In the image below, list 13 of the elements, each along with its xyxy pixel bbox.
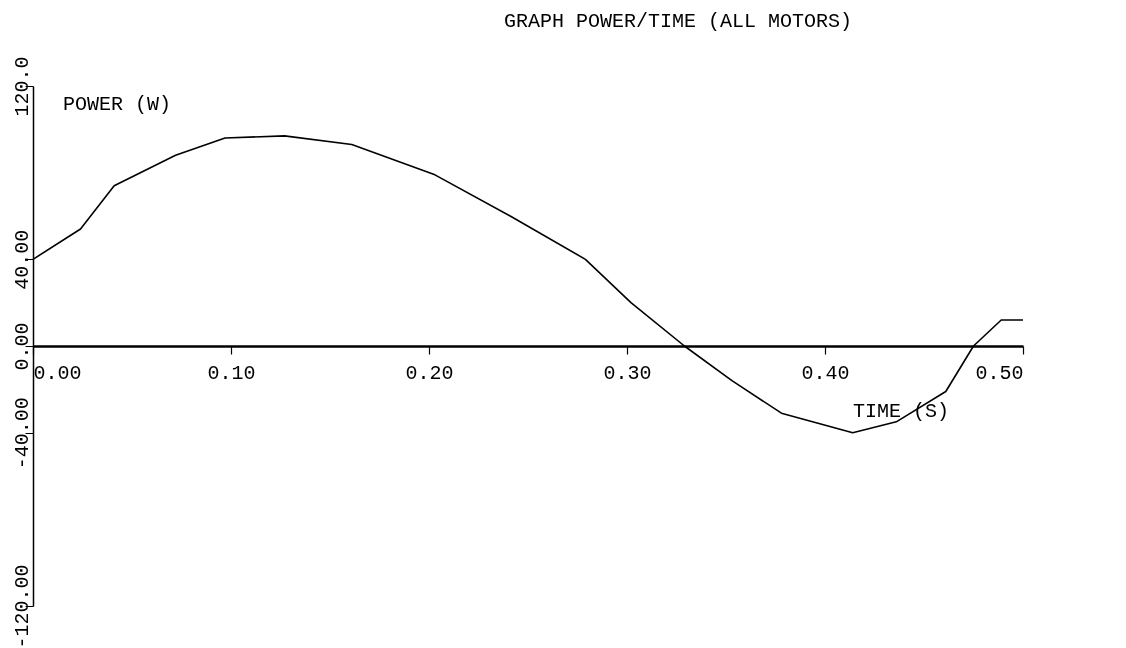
x-tick-label: 0.20 [405, 361, 454, 385]
y-tick-label: 40.00 [10, 229, 34, 290]
chart-title: GRAPH POWER/TIME (ALL MOTORS) [503, 10, 853, 33]
x-tick-label: 0.10 [207, 361, 256, 385]
x-axis-title: TIME (S) [853, 400, 950, 423]
y-tick-label: 120.0 [10, 56, 34, 117]
x-tick-label: 0.50 [975, 361, 1024, 385]
x-tick-label: 0.40 [801, 361, 850, 385]
y-axis-title: POWER (W) [63, 93, 172, 116]
x-tick-label: 0.30 [603, 361, 652, 385]
x-tick-label: 0.00 [33, 361, 82, 385]
y-tick-label: -120.00 [10, 564, 34, 648]
y-tick-label: -40.00 [10, 397, 34, 470]
